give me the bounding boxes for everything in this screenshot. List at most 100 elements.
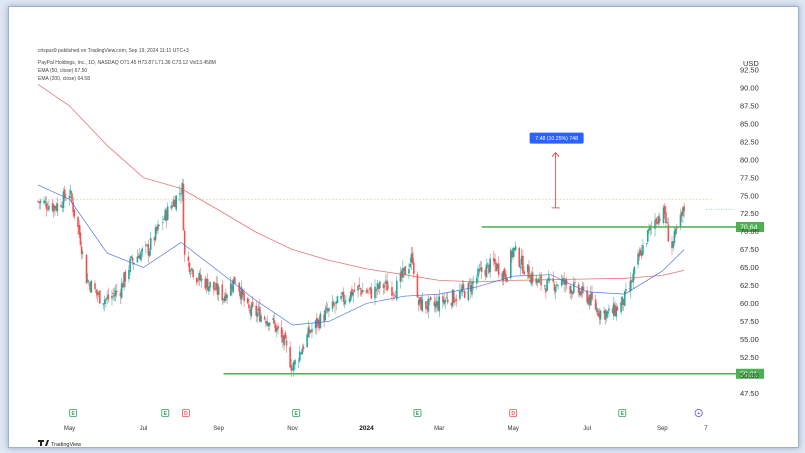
candle-body — [231, 286, 233, 290]
candle-body — [640, 251, 643, 257]
event-marker-glyph: E — [295, 411, 299, 417]
candle-body — [614, 304, 616, 316]
candle-body — [665, 212, 667, 224]
price-tick-label: 75.00 — [740, 191, 759, 200]
candle-body — [639, 249, 642, 256]
price-tick-label: 85.00 — [740, 119, 759, 128]
candle-body — [437, 301, 439, 310]
candle-body — [450, 303, 453, 306]
candle-body — [580, 291, 582, 296]
candle-body — [546, 279, 548, 291]
candle-body — [114, 290, 117, 296]
candle-body — [598, 313, 601, 317]
candle-body — [410, 254, 413, 263]
candle-body — [560, 279, 563, 286]
candle-body — [157, 224, 159, 230]
candle-body — [72, 202, 74, 213]
candle-body — [615, 306, 618, 317]
candle-body — [221, 284, 224, 301]
candle-body — [518, 247, 521, 267]
candle-body — [246, 298, 249, 304]
candle-body — [589, 293, 592, 306]
price-tick-label: 57.50 — [740, 317, 759, 326]
candle-body — [39, 200, 42, 204]
candle-body — [656, 221, 659, 225]
candle-body — [341, 292, 344, 295]
candle-body — [352, 292, 354, 295]
candle-body — [199, 274, 202, 281]
candle-body — [611, 308, 614, 314]
candle-body — [605, 311, 608, 318]
candle-body — [393, 294, 396, 296]
candle-body — [564, 279, 567, 285]
candle-body — [197, 280, 199, 282]
time-tick-label: May — [508, 426, 519, 432]
price-tick-label: 67.50 — [740, 245, 759, 254]
candle-body — [267, 322, 270, 327]
candle-body — [461, 285, 464, 292]
candle-body — [454, 300, 456, 302]
candle-body — [233, 276, 236, 284]
candle-body — [631, 281, 633, 283]
candle-body — [349, 291, 352, 301]
candle-body — [255, 305, 258, 316]
candle-body — [512, 247, 514, 257]
candle-body — [443, 299, 445, 305]
ema200-legend: EMA (200, close) 64.58 — [38, 76, 90, 82]
earnings-event-marker — [69, 409, 78, 417]
candle-body — [52, 205, 55, 212]
candle-body — [257, 308, 260, 312]
candle-body — [556, 284, 558, 286]
candle-body — [334, 305, 336, 307]
candle-body — [102, 303, 105, 305]
candle-body — [519, 266, 522, 268]
time-tick-label: 2024 — [359, 425, 374, 432]
candle-body — [307, 327, 310, 338]
candle-body — [374, 286, 376, 299]
candle-body — [445, 297, 448, 299]
candle-body — [476, 277, 478, 284]
candle-body — [174, 199, 176, 208]
candle-body — [105, 298, 107, 301]
candle-body — [529, 279, 531, 283]
candle-body — [319, 313, 322, 328]
measure-arrowhead — [551, 151, 560, 157]
candle-body — [123, 272, 125, 288]
candle-body — [249, 309, 251, 314]
candle-body — [205, 278, 208, 288]
candle-body — [557, 285, 559, 287]
candle-body — [155, 226, 158, 232]
candle-body — [360, 290, 363, 295]
candle-body — [73, 209, 76, 217]
candle-body — [234, 282, 237, 284]
candle-body — [596, 308, 598, 312]
tradingview-logo-icon — [38, 440, 49, 446]
price-tick-label: 52.50 — [740, 353, 759, 362]
candle-body — [404, 266, 407, 276]
candle-body — [285, 340, 288, 346]
candle-body — [396, 280, 398, 300]
candle-body — [513, 248, 516, 251]
candle-body — [297, 360, 300, 362]
candle-body — [130, 256, 133, 259]
candle-body — [608, 308, 610, 311]
candle-body — [679, 214, 682, 227]
candle-body — [198, 272, 201, 281]
candle-body — [188, 262, 191, 273]
candle-body — [540, 275, 542, 286]
candle-body — [446, 299, 449, 303]
event-marker-glyph: E — [164, 411, 168, 417]
candle-body — [503, 268, 506, 277]
candle-body — [502, 271, 505, 282]
candle-body — [399, 272, 402, 282]
support-price-label: 50.21 — [740, 371, 758, 378]
candle-body — [331, 301, 334, 309]
candle-body — [427, 298, 430, 312]
candle-body — [400, 270, 403, 278]
candle-body — [69, 190, 72, 194]
candle-body — [276, 327, 278, 331]
candle-body — [376, 283, 379, 290]
candle-body — [289, 347, 291, 368]
candle-body — [425, 301, 427, 309]
